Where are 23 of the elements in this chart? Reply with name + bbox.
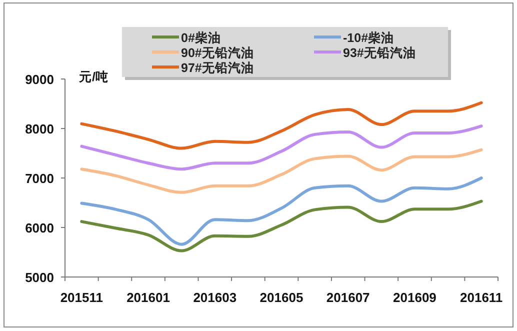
y-tick-label: 9000: [25, 72, 54, 87]
x-tick-label: 201611: [460, 290, 503, 305]
x-tick-label: 201603: [193, 290, 237, 305]
y-tick-label: 5000: [25, 270, 54, 285]
line-series: [80, 200, 483, 252]
y-tick-label: 7000: [25, 171, 54, 186]
legend-label: 97#无铅汽油: [181, 61, 254, 75]
x-tick-label: 201609: [393, 290, 436, 305]
y-tick-label: 6000: [25, 220, 54, 236]
x-tick-label: 201607: [326, 290, 370, 305]
legend-label: -10#柴油: [343, 30, 394, 45]
legend-label: 90#无铅汽油: [181, 46, 254, 60]
legend-label: 0#柴油: [181, 30, 221, 45]
x-tick-label: 201511: [60, 290, 103, 305]
line-series: [80, 176, 483, 246]
line-series: [80, 124, 483, 171]
x-tick-label: 201601: [126, 290, 170, 305]
legend-label: 93#无铅汽油: [343, 46, 416, 60]
x-tick-label: 201605: [260, 290, 304, 305]
y-axis-title: 元/吨: [78, 70, 108, 84]
line-series: [80, 148, 483, 194]
y-tick-label: 8000: [25, 122, 54, 136]
line-series: [80, 101, 483, 150]
